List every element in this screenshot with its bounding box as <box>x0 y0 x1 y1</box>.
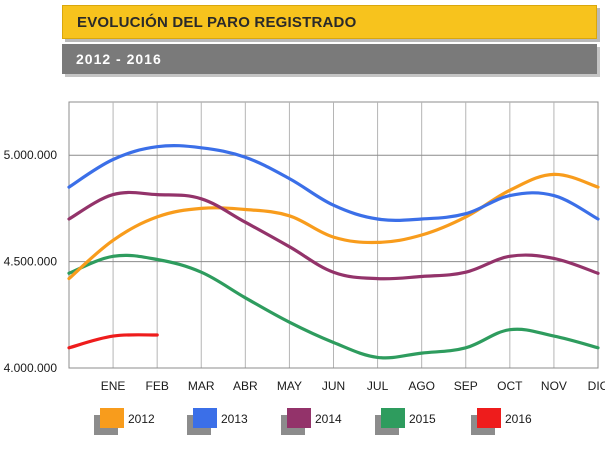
x-tick-label: OCT <box>497 379 523 393</box>
y-tick-label: 4.500.000 <box>4 255 58 269</box>
subtitle-banner: 2012 - 2016 <box>62 44 597 74</box>
x-tick-label: ENE <box>101 379 126 393</box>
x-tick-label: NOV <box>541 379 567 393</box>
series-line-2013 <box>67 143 600 222</box>
x-tick-label: ABR <box>233 379 258 393</box>
x-tick-label: JUL <box>367 379 389 393</box>
x-tick-label: AGO <box>408 379 435 393</box>
x-tick-label: FEB <box>145 379 168 393</box>
series-line-2014 <box>67 190 600 281</box>
legend-label: 2013 <box>221 412 248 426</box>
chart-title: EVOLUCIÓN DEL PARO REGISTRADO <box>77 14 357 31</box>
x-tick-label: MAR <box>188 379 215 393</box>
y-tick-label: 5.000.000 <box>4 148 58 162</box>
legend-swatch-2014 <box>287 408 311 428</box>
legend-label: 2015 <box>409 412 436 426</box>
y-tick-label: 4.000.000 <box>4 361 58 375</box>
legend-label: 2012 <box>128 412 155 426</box>
legend-swatch-2015 <box>381 408 405 428</box>
chart-subtitle: 2012 - 2016 <box>76 51 162 67</box>
legend-label: 2014 <box>315 412 342 426</box>
x-tick-label: SEP <box>454 379 478 393</box>
x-tick-label: MAY <box>277 379 302 393</box>
title-banner: EVOLUCIÓN DEL PARO REGISTRADO <box>62 5 597 39</box>
legend-label: 2016 <box>505 412 532 426</box>
legend-swatch-2013 <box>193 408 217 428</box>
series-line-2016 <box>67 333 159 350</box>
series-line-2012 <box>67 172 600 281</box>
x-tick-label: JUN <box>322 379 345 393</box>
x-tick-label: DIC <box>588 379 605 393</box>
legend-swatch-2012 <box>100 408 124 428</box>
series-line-2015 <box>67 253 600 360</box>
legend-swatch-2016 <box>477 408 501 428</box>
